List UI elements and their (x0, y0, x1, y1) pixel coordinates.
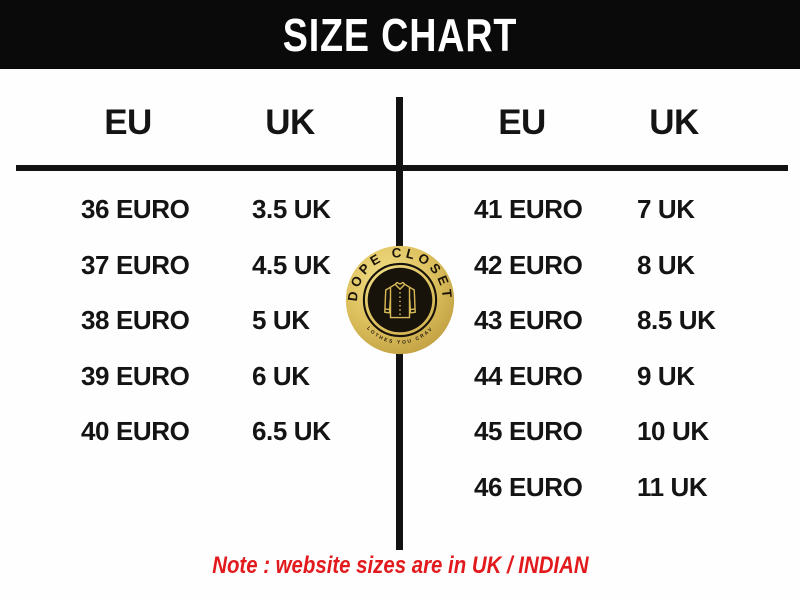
eu-size-value: 41 EURO (474, 194, 583, 225)
eu-size-value: 44 EURO (474, 360, 583, 391)
table-row: 39 EURO 6 UK (81, 349, 331, 405)
gold-badge (345, 245, 455, 355)
table-row: 46 EURO 11 UK (474, 460, 716, 516)
table-row: 45 EURO 10 UK (474, 404, 716, 460)
uk-size-value: 9 UK (637, 360, 695, 391)
eu-size-value: 38 EURO (81, 305, 190, 336)
eu-size-value: 40 EURO (81, 416, 190, 447)
uk-size-value: 8 UK (637, 249, 695, 280)
eu-size-value: 39 EURO (81, 360, 190, 391)
uk-size-value: 6 UK (252, 360, 310, 391)
table-row: 40 EURO 6.5 UK (81, 404, 331, 460)
note-text: Note : website sizes are in UK / INDIAN (211, 552, 589, 579)
brand-logo: DOPE CLOSET CLOTHES YOU CRAVE (340, 239, 457, 357)
eu-size-value: 42 EURO (474, 249, 583, 280)
eu-size-value: 36 EURO (81, 194, 190, 225)
eu-size-value: 37 EURO (81, 249, 190, 280)
left-eu-column-header: EU (104, 103, 152, 142)
right-eu-column-header: EU (498, 103, 546, 142)
eu-size-value: 43 EURO (474, 305, 583, 336)
uk-size-value: 3.5 UK (252, 194, 331, 225)
table-row: 42 EURO 8 UK (474, 238, 716, 294)
table-row: 36 EURO 3.5 UK (81, 182, 331, 238)
table-row: 41 EURO 7 UK (474, 182, 716, 238)
page-title: SIZE CHART (282, 8, 518, 61)
table-row: 43 EURO 8.5 UK (474, 293, 716, 349)
table-row: 44 EURO 9 UK (474, 349, 716, 405)
left-size-table: 36 EURO 3.5 UK 37 EURO 4.5 UK 38 EURO 5 … (81, 182, 331, 460)
right-uk-column-header: UK (649, 103, 699, 142)
eu-size-value: 45 EURO (474, 416, 583, 447)
uk-size-value: 7 UK (637, 194, 695, 225)
uk-size-value: 10 UK (637, 416, 709, 447)
uk-size-value: 4.5 UK (252, 249, 331, 280)
footer-note: Note : website sizes are in UK / INDIAN (0, 552, 800, 580)
uk-size-value: 8.5 UK (637, 305, 716, 336)
right-size-table: 41 EURO 7 UK 42 EURO 8 UK 43 EURO 8.5 UK… (474, 182, 716, 515)
table-row: 37 EURO 4.5 UK (81, 238, 331, 294)
uk-size-value: 6.5 UK (252, 416, 331, 447)
uk-size-value: 5 UK (252, 305, 310, 336)
shirt-buttons (399, 292, 401, 316)
table-row: 38 EURO 5 UK (81, 293, 331, 349)
uk-size-value: 11 UK (637, 471, 708, 502)
shirt-icon (384, 281, 416, 319)
eu-size-value: 46 EURO (474, 471, 583, 502)
header-bar: SIZE CHART (0, 0, 800, 69)
left-uk-column-header: UK (265, 103, 315, 142)
